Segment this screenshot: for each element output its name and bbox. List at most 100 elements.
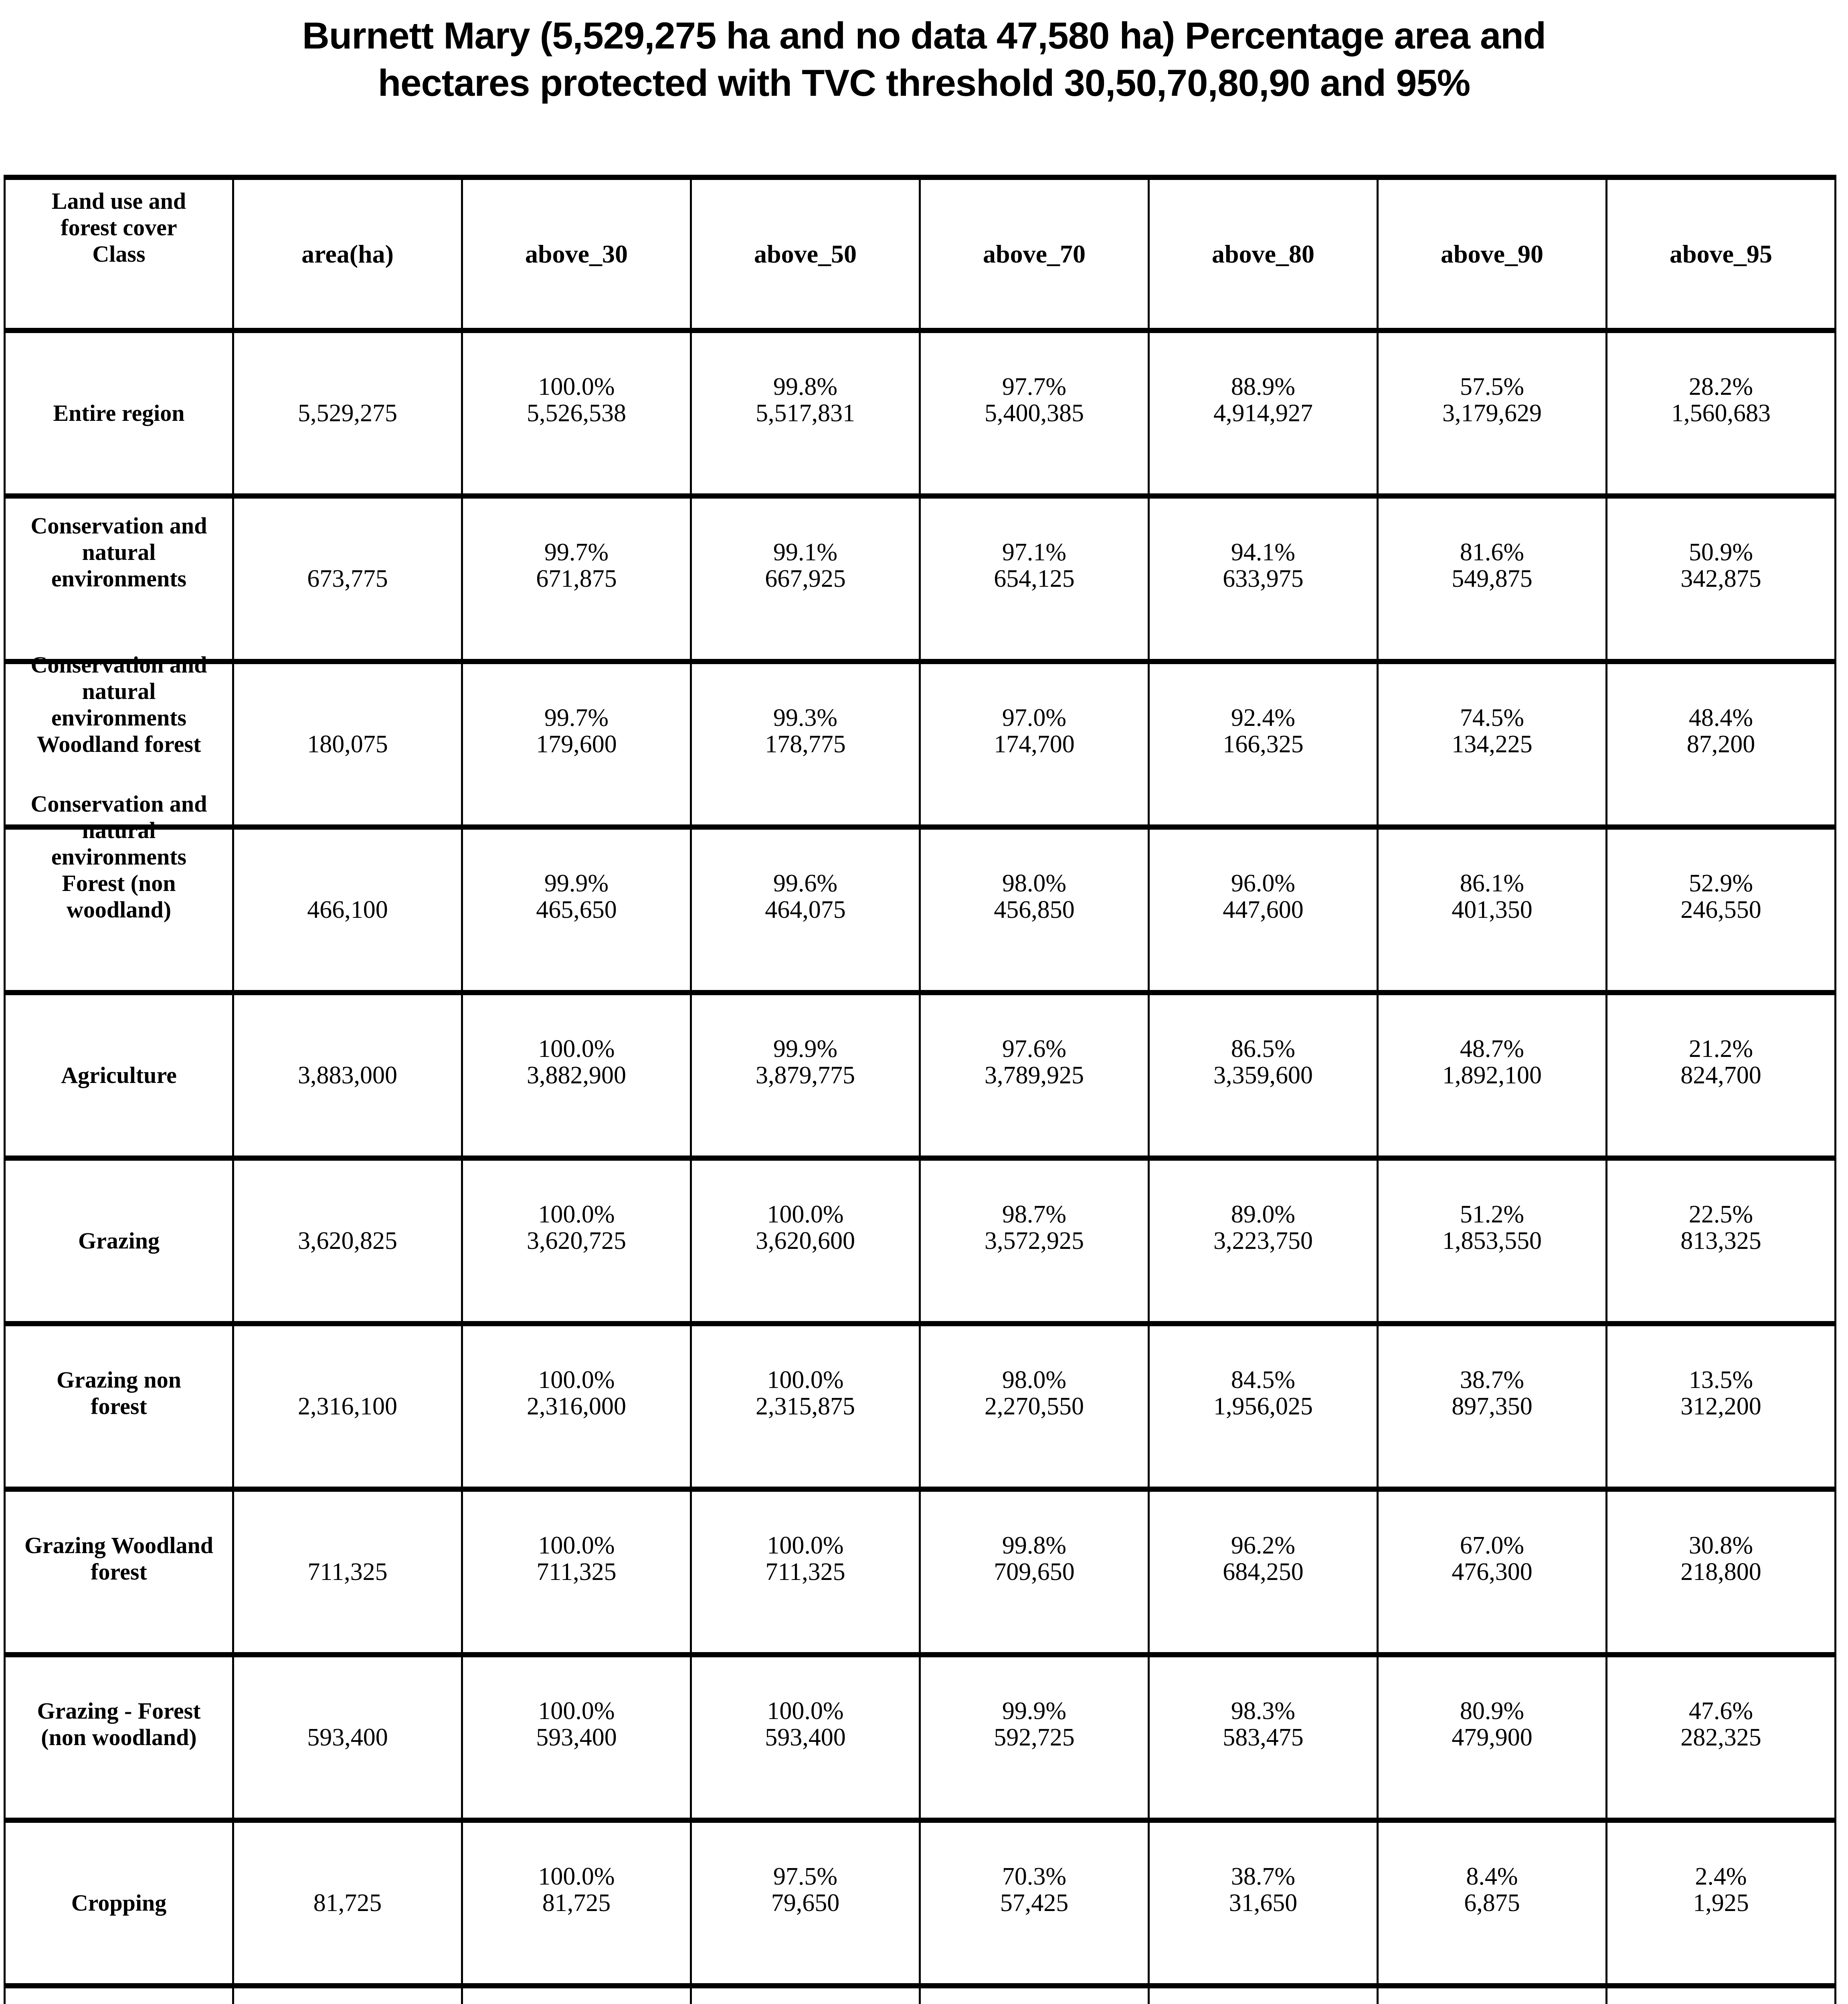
value-cell: 100.0%174,775 [461, 1983, 692, 2004]
value-cell: 86.5% 3,359,600 [1148, 990, 1379, 1161]
header-area(ha): area(ha) [232, 175, 463, 333]
value-cell: 100.0% 2,315,875 [690, 1321, 921, 1492]
value-cell: 100.0% 711,325 [690, 1487, 921, 1657]
area-cell: 180,075 [232, 659, 463, 830]
value-cell: 99.9% 592,725 [919, 1652, 1150, 1823]
value-cell: 8.4% 6,875 [1377, 1818, 1607, 1988]
value-cell: 97.1% 654,125 [919, 493, 1150, 664]
value-cell: 38.7% 897,350 [1377, 1321, 1607, 1492]
table-body: Entire region 5,529,275 100.0% 5,526,538 99.… [4, 328, 1836, 2004]
value-cell: 99.6% 464,075 [690, 824, 921, 995]
value-cell: 30.8% 218,800 [1605, 1487, 1836, 1657]
value-cell: 21.2% 824,700 [1605, 990, 1836, 1161]
table-row: Conservation and natural environments Fores… [4, 791, 1836, 995]
row-label-cell: Irrigation [4, 1983, 234, 2004]
value-cell: 100.0% 593,400 [461, 1652, 692, 1823]
area-cell: 711,325 [232, 1487, 463, 1657]
area-cell: 466,100 [232, 824, 463, 995]
row-label-cell: Grazing non forest [4, 1321, 234, 1492]
value-cell: 94.1% 633,975 [1148, 493, 1379, 664]
value-cell: 99.3% 178,775 [690, 659, 921, 830]
area-cell: 2,316,100 [232, 1321, 463, 1492]
header-above_50: above_50 [690, 175, 921, 333]
value-cell: 47.6% 282,325 [1605, 1652, 1836, 1823]
value-cell: 99.8% 709,650 [919, 1487, 1150, 1657]
value-cell: 97.7% 5,400,385 [919, 328, 1150, 499]
header-above_95: above_95 [1605, 175, 1836, 333]
value-cell: 22.5% 813,325 [1605, 1156, 1836, 1326]
page: Burnett Mary (5,529,275 ha and no data 4… [0, 12, 1848, 2004]
header-row: Land use and forest cover Class area(ha) abo… [4, 175, 1836, 333]
value-cell: 100.0% 3,620,600 [690, 1156, 921, 1326]
row-label-cell: Conservation and natural environments Woodl… [4, 652, 234, 830]
table-row: Agriculture 3,883,000 100.0% 3,882,900 99.9%… [4, 990, 1836, 1161]
value-cell: 70.3% 57,425 [919, 1818, 1150, 1988]
value-cell: 67.0% 476,300 [1377, 1487, 1607, 1657]
table-row: Irrigation174,775100.0%174,77599.5%173,9… [4, 1983, 1836, 2004]
header-class-column: Land use and forest cover Class [4, 175, 234, 333]
table-row: Grazing - Forest (non woodland) 593,400 100… [4, 1652, 1836, 1823]
header-above_80: above_80 [1148, 175, 1379, 333]
value-cell: 2.4% 1,925 [1605, 1818, 1836, 1988]
value-cell: 99.7% 671,875 [461, 493, 692, 664]
title-line-1: Burnett Mary (5,529,275 ha and no data 4… [302, 14, 1546, 57]
value-cell: 99.1% 667,925 [690, 493, 921, 664]
value-cell: 88.9% 4,914,927 [1148, 328, 1379, 499]
value-cell: 100.0% 3,620,725 [461, 1156, 692, 1326]
value-cell: 99.9% 3,879,775 [690, 990, 921, 1161]
header-above_30: above_30 [461, 175, 692, 333]
value-cell: 86.1% 401,350 [1377, 824, 1607, 995]
row-label-cell: Grazing [4, 1156, 234, 1326]
value-cell: 99.8% 5,517,831 [690, 328, 921, 499]
value-cell: 100.0% 2,316,000 [461, 1321, 692, 1492]
table-row: Conservation and natural environments Woodl… [4, 652, 1836, 830]
value-cell: 38.7% 31,650 [1148, 1818, 1379, 1988]
header-above_90: above_90 [1377, 175, 1607, 333]
value-cell: 98.3% 583,475 [1148, 1652, 1379, 1823]
row-label-cell: Entire region [4, 328, 234, 499]
value-cell: 100.0% 593,400 [690, 1652, 921, 1823]
value-cell: 98.7% 3,572,925 [919, 1156, 1150, 1326]
value-cell: 16.8%29,425 [1377, 1983, 1607, 2004]
area-cell: 3,883,000 [232, 990, 463, 1161]
value-cell: 4.9%8,550 [1605, 1983, 1836, 2004]
area-cell: 81,725 [232, 1818, 463, 1988]
row-label-cell: Grazing Woodland forest [4, 1487, 234, 1657]
value-cell: 96.0% 447,600 [1148, 824, 1379, 995]
value-cell: 99.7% 179,600 [461, 659, 692, 830]
area-cell: 5,529,275 [232, 328, 463, 499]
table-row: Conservation and natural environments 673,7… [4, 493, 1836, 664]
value-cell: 100.0% 81,725 [461, 1818, 692, 1988]
row-label-cell: Cropping [4, 1818, 234, 1988]
table-header: Land use and forest cover Class area(ha) abo… [4, 175, 1836, 333]
value-cell: 99.9% 465,650 [461, 824, 692, 995]
area-cell: 174,775 [232, 1983, 463, 2004]
value-cell: 96.2% 684,250 [1148, 1487, 1379, 1657]
tvc-table: Land use and forest cover Class area(ha) abo… [4, 175, 1836, 2004]
area-cell: 593,400 [232, 1652, 463, 1823]
header-above_70: above_70 [919, 175, 1150, 333]
table-row: Grazing non forest 2,316,100 100.0% 2,316,00… [4, 1321, 1836, 1492]
area-cell: 3,620,825 [232, 1156, 463, 1326]
row-label-cell: Grazing - Forest (non woodland) [4, 1652, 234, 1823]
value-cell: 98.0% 2,270,550 [919, 1321, 1150, 1492]
value-cell: 50.9% 342,875 [1605, 493, 1836, 664]
value-cell: 48.7% 1,892,100 [1377, 990, 1607, 1161]
value-cell: 100.0% 5,526,538 [461, 328, 692, 499]
value-cell: 57.5% 3,179,629 [1377, 328, 1607, 499]
row-label-cell: Agriculture [4, 990, 234, 1161]
table-row: Grazing 3,620,825 100.0% 3,620,725 100.0% 3,6… [4, 1156, 1836, 1326]
value-cell: 80.9% 479,900 [1377, 1652, 1607, 1823]
page-title: Burnett Mary (5,529,275 ha and no data 4… [0, 12, 1848, 107]
table-row: Cropping 81,725 100.0% 81,725 97.5% 79,650 70.… [4, 1818, 1836, 1988]
value-cell: 84.5% 1,956,025 [1148, 1321, 1379, 1492]
table-row: Grazing Woodland forest 711,325 100.0% 711,3… [4, 1487, 1836, 1657]
value-cell: 81.6% 549,875 [1377, 493, 1607, 664]
row-label-cell: Conservation and natural environments Fores… [4, 791, 234, 995]
value-cell: 98.0% 456,850 [919, 824, 1150, 995]
value-cell: 51.2% 1,853,550 [1377, 1156, 1607, 1326]
area-cell: 673,775 [232, 493, 463, 664]
value-cell: 74.5% 134,225 [1377, 659, 1607, 830]
row-label-cell: Conservation and natural environments [4, 493, 234, 664]
table-row: Entire region 5,529,275 100.0% 5,526,538 99.… [4, 328, 1836, 499]
